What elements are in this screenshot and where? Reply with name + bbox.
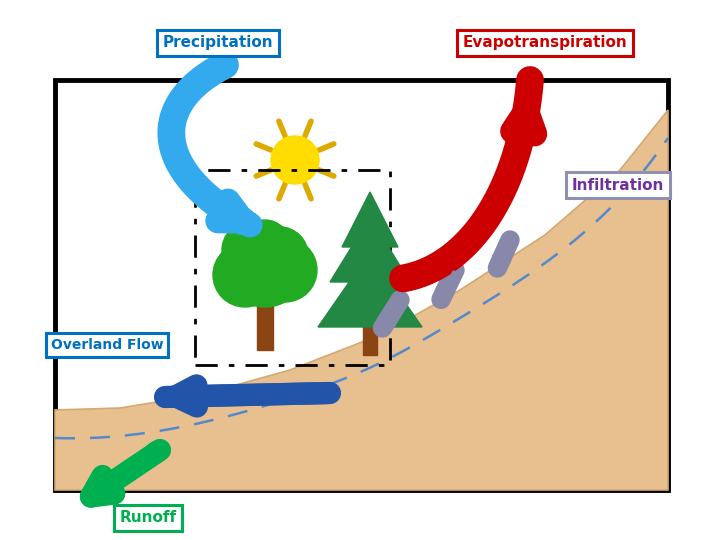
Circle shape (223, 223, 307, 307)
Text: Overland Flow: Overland Flow (50, 338, 163, 352)
Circle shape (240, 220, 290, 270)
Text: Runoff: Runoff (120, 510, 176, 525)
Text: Evapotranspiration: Evapotranspiration (463, 36, 627, 51)
Circle shape (271, 136, 319, 184)
FancyBboxPatch shape (363, 317, 377, 355)
Text: Infiltration: Infiltration (572, 178, 664, 192)
Polygon shape (318, 252, 422, 327)
Circle shape (213, 243, 277, 307)
FancyBboxPatch shape (55, 80, 668, 490)
Circle shape (252, 227, 308, 283)
FancyBboxPatch shape (257, 295, 273, 350)
Polygon shape (330, 217, 410, 282)
Text: Precipitation: Precipitation (163, 36, 274, 51)
Polygon shape (55, 110, 668, 490)
Polygon shape (342, 192, 398, 247)
Circle shape (222, 222, 278, 278)
Circle shape (253, 238, 317, 302)
